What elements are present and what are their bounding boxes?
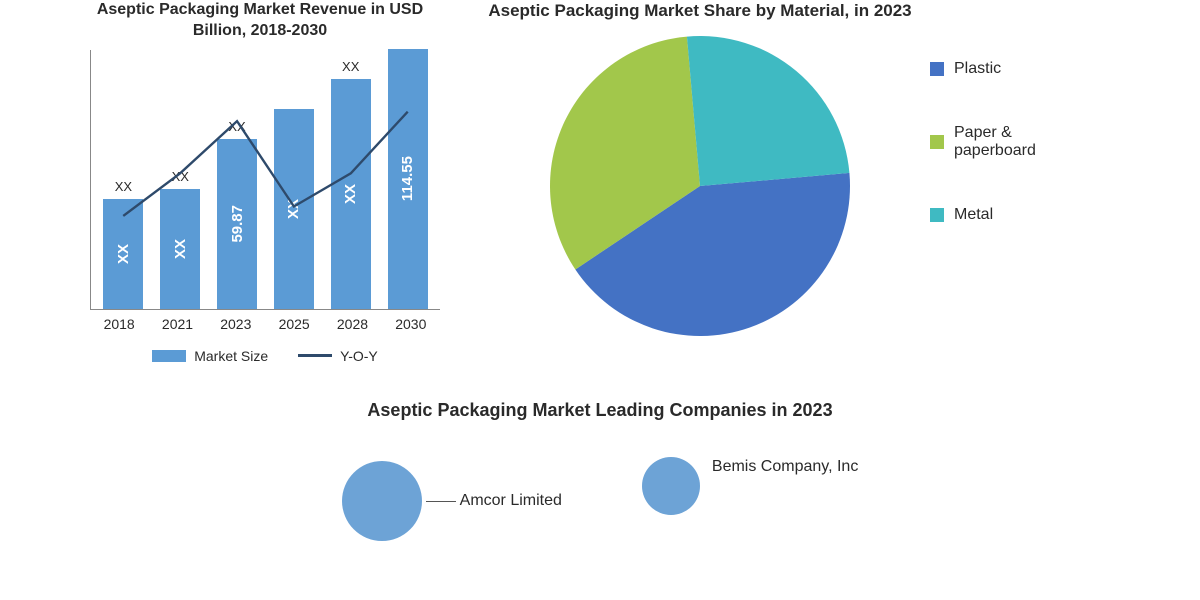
pie-left-column: Aseptic Packaging Market Share by Materi… (480, 0, 920, 390)
yoy-swatch (298, 354, 332, 357)
company-bubble-item: Amcor Limited (342, 461, 562, 541)
top-row: Aseptic Packaging Market Revenue in USD … (0, 0, 1200, 390)
bars-container: XXXXXXXX59.87XXXXXXXX114.55 (91, 50, 440, 309)
bar-chart-area: XXXXXXXX59.87XXXXXXXX114.55 (90, 50, 440, 310)
pie-legend-label: Plastic (954, 60, 1001, 78)
company-bubble (342, 461, 422, 541)
bar: XX (274, 109, 314, 309)
pie-legend-item: Paper & paperboard (930, 124, 1094, 160)
legend-market-size-label: Market Size (194, 348, 268, 364)
pie-chart-legend: Plastic Paper & paperboard Metal (920, 0, 1094, 390)
bar-x-label: 2023 (211, 316, 261, 332)
pie-legend-label: Paper & paperboard (954, 124, 1094, 160)
bar-xx-label: XX (115, 179, 132, 194)
bar-chart-legend: Market Size Y-O-Y (90, 348, 440, 364)
bar-chart-title: Aseptic Packaging Market Revenue in USD … (80, 0, 440, 42)
legend-yoy-label: Y-O-Y (340, 348, 378, 364)
pie-chart-section: Aseptic Packaging Market Share by Materi… (480, 0, 1200, 390)
bar-chart-section: Aseptic Packaging Market Revenue in USD … (0, 0, 480, 390)
bar-column: 59.87XX (212, 139, 262, 309)
bar-x-label: 2030 (386, 316, 436, 332)
company-bubble (642, 457, 700, 515)
legend-market-size: Market Size (152, 348, 268, 364)
bar-column: XXXX (326, 79, 376, 309)
bar-column: XXXX (98, 199, 148, 309)
pie-chart-title: Aseptic Packaging Market Share by Materi… (480, 0, 920, 22)
bar-x-label: 2021 (152, 316, 202, 332)
company-bubbles: Amcor LimitedBemis Company, Inc (0, 461, 1200, 541)
companies-section: Aseptic Packaging Market Leading Compani… (0, 390, 1200, 541)
company-label: Amcor Limited (460, 491, 562, 512)
bar-xx-label: XX (172, 169, 189, 184)
pie-legend-swatch (930, 62, 944, 76)
market-size-swatch (152, 350, 186, 362)
bar-chart-x-labels: 2018 2021 2023 2025 2028 2030 (90, 316, 440, 332)
bar-column: XX (269, 109, 319, 309)
pie-legend-swatch (930, 208, 944, 222)
connector-line (426, 501, 456, 502)
bar: 114.55 (388, 49, 428, 309)
pie-slice (687, 36, 850, 186)
bar-value-label: XX (285, 199, 302, 219)
pie-legend-item: Metal (930, 206, 1094, 224)
bar: XXXX (160, 189, 200, 309)
bar-x-label: 2028 (327, 316, 377, 332)
pie-legend-label: Metal (954, 206, 993, 224)
company-label: Bemis Company, Inc (712, 457, 858, 478)
bar: XXXX (103, 199, 143, 309)
pie-legend-item: Plastic (930, 60, 1094, 78)
pie-chart-wrap (530, 36, 870, 336)
bar-x-label: 2018 (94, 316, 144, 332)
bar-value-label: XX (342, 184, 359, 204)
bar: XXXX (331, 79, 371, 309)
bar-column: 114.55 (383, 49, 433, 309)
bar-value-label: XX (172, 239, 189, 259)
bar-xx-label: XX (228, 119, 245, 134)
bar-value-label: 59.87 (229, 205, 246, 243)
bar: 59.87XX (217, 139, 257, 309)
bar-column: XXXX (155, 189, 205, 309)
company-bubble-item: Bemis Company, Inc (642, 457, 858, 515)
companies-title: Aseptic Packaging Market Leading Compani… (0, 400, 1200, 421)
legend-yoy: Y-O-Y (298, 348, 378, 364)
bar-x-label: 2025 (269, 316, 319, 332)
bar-value-label: XX (115, 244, 132, 264)
pie-legend-swatch (930, 135, 944, 149)
bar-xx-label: XX (342, 59, 359, 74)
bar-value-label: 114.55 (399, 156, 416, 201)
pie-chart-svg (530, 36, 870, 336)
